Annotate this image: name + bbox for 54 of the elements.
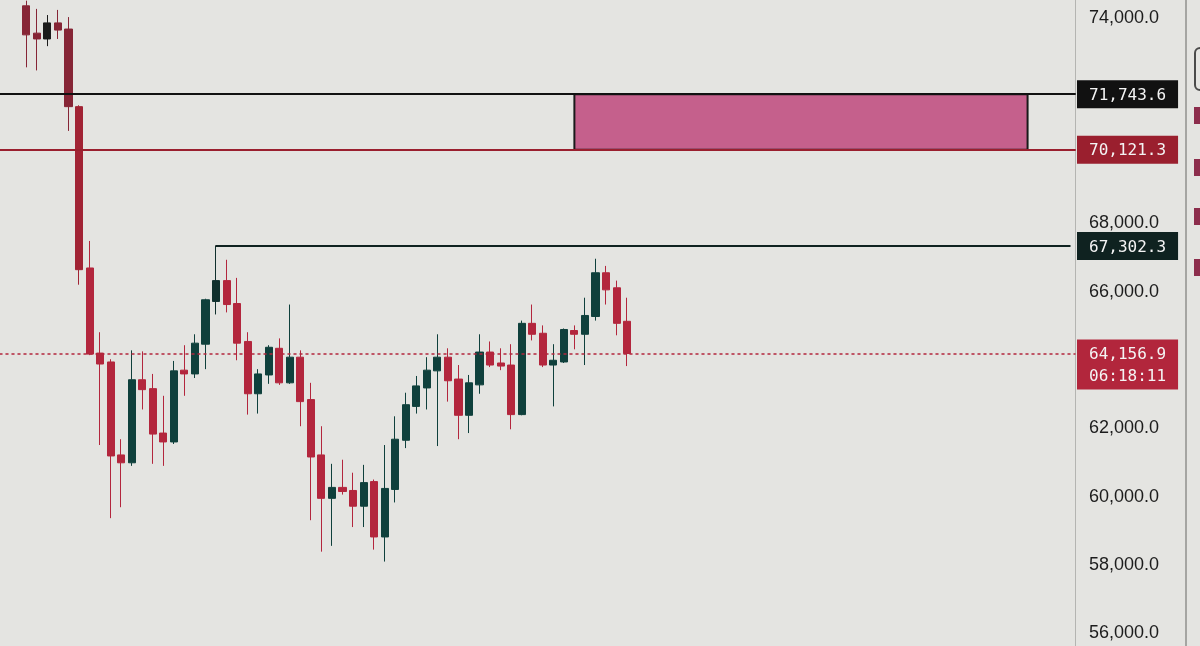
candlestick: [581, 297, 589, 366]
candlestick: [412, 375, 420, 415]
candlestick: [518, 320, 526, 416]
candlestick: [328, 463, 336, 547]
ref-line-label: 67,302.3: [1089, 236, 1167, 256]
ref-line-label: 71,743.6: [1089, 84, 1167, 104]
candlestick: [307, 382, 315, 521]
candlestick: [43, 14, 51, 47]
candlestick: [349, 472, 357, 528]
candlestick: [265, 344, 273, 385]
y-tick-label: 68,000.0: [1089, 212, 1160, 233]
candlestick: [212, 245, 220, 315]
candlestick: [465, 374, 473, 434]
candlestick: [475, 333, 484, 395]
candlestick: [602, 265, 610, 306]
y-tick-label: 66,000.0: [1089, 280, 1160, 301]
candlestick: [528, 304, 536, 341]
candlestick: [191, 333, 199, 379]
candlestick: [613, 280, 621, 336]
ref-line-label: 64,156.9 06:18:11: [1089, 344, 1167, 386]
candlestick: [149, 373, 157, 465]
y-tick-label: 60,000.0: [1089, 485, 1160, 506]
ref-line-label: 70,121.3: [1089, 140, 1167, 160]
candlestick: [560, 327, 568, 364]
candlestick: [402, 392, 410, 449]
candlestick: [391, 415, 399, 503]
candlestick: [591, 258, 600, 322]
candlestick: [286, 304, 294, 385]
y-tick-label: 56,000.0: [1089, 622, 1160, 643]
candlestick: [22, 0, 30, 68]
y-tick-label: 62,000.0: [1089, 417, 1160, 438]
candlestick: [454, 364, 463, 440]
candlestick: [570, 324, 578, 350]
candlestick: [549, 343, 557, 407]
y-tick-label: 58,000.0: [1089, 553, 1160, 574]
candlestick: [107, 358, 115, 519]
candlestick: [201, 298, 210, 370]
candlestick: [223, 259, 231, 313]
candlestick: [33, 8, 41, 71]
candlestick: [433, 333, 441, 447]
candlestick: [159, 395, 167, 467]
y-tick-label: 74,000.0: [1089, 7, 1160, 28]
candlestick: [317, 425, 325, 553]
candlestick: [381, 444, 389, 563]
candlestick: [170, 360, 178, 445]
candlestick: [254, 368, 262, 415]
candlestick: [423, 356, 431, 410]
candlestick: [128, 349, 136, 467]
candlestick: [338, 459, 347, 496]
candlestick: [117, 438, 125, 508]
candlestick: [370, 479, 378, 551]
candlestick: [54, 9, 62, 40]
candlestick: [64, 16, 73, 132]
candlestick: [360, 464, 368, 528]
